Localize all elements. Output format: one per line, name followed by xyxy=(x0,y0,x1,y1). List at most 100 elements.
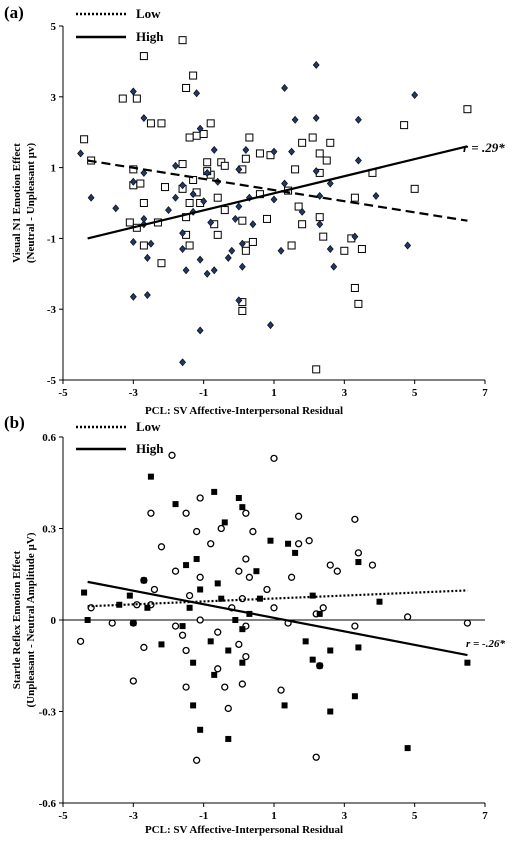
y-tick-label: 3 xyxy=(51,92,57,104)
data-point xyxy=(294,512,303,520)
data-point xyxy=(292,549,299,556)
data-point xyxy=(330,262,338,271)
data-point xyxy=(242,145,250,154)
data-point xyxy=(238,306,247,315)
data-point xyxy=(150,585,159,594)
data-point xyxy=(225,647,232,654)
data-point xyxy=(309,656,316,663)
fit-line-high xyxy=(87,580,468,657)
data-point xyxy=(333,567,341,575)
fit-line-low xyxy=(87,589,468,608)
legend-label-high: High xyxy=(136,441,164,456)
data-point xyxy=(235,567,243,575)
data-point xyxy=(179,623,186,630)
fit-line-high xyxy=(87,145,468,240)
data-point xyxy=(210,266,218,275)
data-point xyxy=(221,519,228,526)
data-point xyxy=(197,726,204,733)
data-point xyxy=(327,647,334,654)
data-point xyxy=(298,207,306,216)
data-point xyxy=(190,659,197,666)
data-point xyxy=(196,124,204,133)
data-point xyxy=(172,193,179,202)
data-point xyxy=(263,585,271,594)
data-point xyxy=(182,509,190,517)
x-tick-label: -3 xyxy=(129,810,139,822)
data-point xyxy=(400,121,409,130)
data-point xyxy=(354,549,363,557)
data-point xyxy=(316,610,323,617)
data-point xyxy=(277,686,285,694)
data-point xyxy=(291,115,299,124)
data-point xyxy=(315,149,324,158)
data-point xyxy=(235,640,243,649)
data-point xyxy=(218,595,225,602)
data-point xyxy=(129,237,137,246)
y-tick-label: 0.3 xyxy=(42,524,56,536)
data-point xyxy=(302,638,309,645)
data-point xyxy=(242,509,250,517)
data-point xyxy=(126,592,133,599)
data-point xyxy=(213,193,222,202)
data-point xyxy=(129,177,137,186)
data-point xyxy=(326,561,334,569)
data-point xyxy=(196,494,204,502)
data-point xyxy=(185,241,194,250)
data-point xyxy=(196,616,204,624)
series-low xyxy=(80,36,472,374)
data-point xyxy=(312,114,320,123)
data-point xyxy=(196,573,204,581)
data-point xyxy=(281,179,288,188)
correlation-annotation: r = -.26* xyxy=(466,638,505,650)
data-point xyxy=(262,214,271,223)
data-point xyxy=(178,631,187,639)
x-tick-label: 1 xyxy=(271,387,277,399)
data-point xyxy=(220,161,229,170)
data-point xyxy=(267,537,274,544)
data-point xyxy=(146,119,155,128)
y-tick-label: -5 xyxy=(47,375,57,387)
data-point xyxy=(168,451,176,459)
data-point xyxy=(312,365,321,374)
correlation-annotation: r = .29* xyxy=(463,140,505,155)
data-point xyxy=(210,145,218,154)
data-point xyxy=(211,671,218,678)
data-point xyxy=(238,239,246,248)
data-point xyxy=(118,94,127,103)
data-point xyxy=(157,119,166,128)
data-point xyxy=(160,183,169,192)
data-point xyxy=(351,693,358,700)
data-point xyxy=(238,262,246,271)
data-point xyxy=(354,299,363,308)
data-point xyxy=(140,168,148,177)
data-point xyxy=(242,652,250,661)
data-point xyxy=(372,191,380,200)
data-point xyxy=(277,246,285,255)
data-point xyxy=(196,326,204,335)
x-tick-label: 3 xyxy=(342,810,348,822)
data-point xyxy=(316,662,323,669)
data-point xyxy=(182,83,191,92)
data-point xyxy=(242,555,250,563)
data-point xyxy=(147,509,155,517)
data-point xyxy=(326,138,335,147)
data-point xyxy=(238,680,247,688)
data-point xyxy=(327,708,334,715)
legend-label-high: High xyxy=(136,29,164,44)
data-point xyxy=(312,167,320,176)
legend-label-low: Low xyxy=(136,419,161,434)
data-point xyxy=(183,562,190,569)
data-point xyxy=(172,501,179,508)
data-point xyxy=(270,195,278,204)
data-point xyxy=(316,191,324,200)
data-point xyxy=(235,495,242,501)
data-point xyxy=(193,556,200,562)
data-point xyxy=(172,161,179,170)
data-point xyxy=(287,241,296,250)
panel-label: (a) xyxy=(4,3,24,22)
data-point xyxy=(309,592,316,599)
data-point xyxy=(281,702,288,709)
data-point xyxy=(322,156,331,165)
data-point xyxy=(206,119,215,128)
data-point xyxy=(351,515,359,523)
